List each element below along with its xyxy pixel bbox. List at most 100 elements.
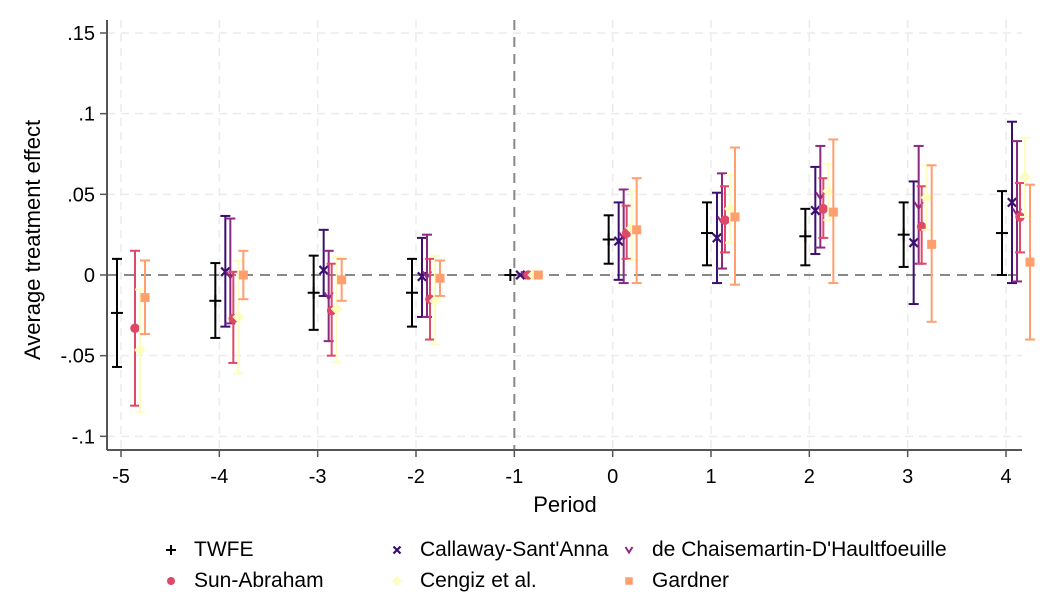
marker-stroke bbox=[318, 265, 329, 276]
y-axis-ticks: -.1 -.05 0 .05 .1 .15 bbox=[61, 23, 107, 448]
legend-label: de Chaisemartin-D'Haultfoeuille bbox=[652, 538, 947, 561]
marker-stroke bbox=[712, 232, 722, 243]
point-estimate bbox=[724, 202, 736, 215]
x-marker-icon bbox=[386, 539, 408, 561]
point-estimate bbox=[111, 306, 123, 319]
y-tick-label: .05 bbox=[67, 184, 95, 206]
point-estimate bbox=[140, 293, 150, 303]
point-estimate bbox=[613, 236, 624, 247]
point-estimate bbox=[134, 344, 146, 357]
legend-label: TWFE bbox=[194, 538, 254, 561]
point-estimate bbox=[818, 204, 829, 214]
y-tick-label: 0 bbox=[84, 265, 95, 287]
point-estimate bbox=[515, 270, 526, 280]
point-estimate bbox=[232, 310, 245, 323]
legend-item-gardner: Gardner bbox=[618, 569, 729, 593]
x-tick-label: -4 bbox=[210, 466, 228, 488]
marker-stroke bbox=[1007, 197, 1017, 208]
point-estimate bbox=[504, 269, 517, 281]
point-estimate bbox=[701, 227, 713, 240]
point-estimate bbox=[238, 270, 248, 280]
point-estimate bbox=[330, 302, 343, 315]
series-marks bbox=[111, 120, 1035, 414]
point-estimate bbox=[908, 237, 919, 248]
point-estimate bbox=[435, 273, 445, 283]
point-estimate bbox=[1007, 197, 1017, 208]
x-tick-label: 2 bbox=[804, 466, 815, 488]
axes bbox=[106, 20, 1022, 451]
legend-marker-shape bbox=[392, 545, 402, 555]
y-tick-label: .15 bbox=[67, 23, 95, 45]
legend-item-cengiz: Cengiz et al. bbox=[386, 569, 537, 593]
series-de-chaisemartin-d-haultfoeuille bbox=[225, 140, 1023, 343]
point-estimate bbox=[1019, 170, 1031, 183]
point-estimate bbox=[822, 185, 835, 198]
x-tick-label: 3 bbox=[902, 466, 913, 488]
point-estimate bbox=[632, 225, 642, 235]
point-estimate bbox=[130, 323, 140, 334]
legend-label: Gardner bbox=[652, 569, 730, 592]
legend-marker-shape bbox=[392, 576, 402, 586]
x-tick-label: 1 bbox=[705, 466, 716, 488]
legend-item-callaway-santanna: Callaway-Sant'Anna bbox=[386, 538, 608, 562]
diamond-marker-icon bbox=[386, 570, 408, 592]
x-tick-label: -1 bbox=[505, 466, 523, 488]
point-estimate bbox=[1025, 257, 1035, 267]
x-tick-label: -2 bbox=[407, 466, 425, 488]
legend-marker-shape bbox=[166, 545, 176, 555]
point-estimate bbox=[429, 294, 441, 307]
series-gardner bbox=[140, 138, 1035, 341]
y-tick-label: .1 bbox=[78, 104, 95, 126]
y-axis-title: Average treatment effect bbox=[20, 120, 45, 360]
square-marker-icon bbox=[618, 570, 640, 592]
legend-item-de-chaisemartin: de Chaisemartin-D'Haultfoeuille bbox=[618, 538, 947, 562]
legend-label: Cengiz et al. bbox=[420, 569, 537, 592]
legend-item-twfe: TWFE bbox=[160, 538, 253, 562]
point-estimate bbox=[730, 212, 740, 222]
x-axis-title: Period bbox=[533, 492, 597, 517]
point-estimate bbox=[828, 207, 838, 217]
marker-stroke bbox=[515, 270, 526, 280]
y-tick-label: -.05 bbox=[61, 346, 95, 368]
triangle-down-marker-icon bbox=[618, 539, 640, 561]
point-estimate bbox=[318, 265, 329, 276]
point-estimate bbox=[307, 286, 320, 299]
circle-marker-icon bbox=[160, 570, 182, 592]
marker-stroke bbox=[613, 236, 624, 247]
legend-item-sun-abraham: Sun-Abraham bbox=[160, 569, 324, 593]
marker-stroke bbox=[908, 237, 919, 248]
point-estimate bbox=[799, 230, 812, 243]
point-estimate bbox=[927, 239, 937, 249]
y-tick-label: -.1 bbox=[72, 426, 95, 448]
x-tick-label: 0 bbox=[607, 466, 618, 488]
legend-marker-shape bbox=[624, 546, 634, 555]
marker-stroke bbox=[810, 205, 821, 216]
point-estimate bbox=[920, 191, 933, 204]
series-twfe bbox=[111, 190, 1008, 368]
point-estimate bbox=[337, 275, 347, 285]
x-tick-label: -3 bbox=[309, 466, 327, 488]
legend-label: Sun-Abraham bbox=[194, 569, 324, 592]
legend: TWFE Callaway-Sant'Anna de Chaisemartin-… bbox=[160, 538, 1020, 608]
marker-stroke bbox=[220, 266, 231, 277]
point-estimate bbox=[602, 233, 615, 246]
legend-label: Callaway-Sant'Anna bbox=[420, 538, 609, 561]
point-estimate bbox=[897, 228, 910, 241]
series-callaway-sant-anna bbox=[220, 120, 1017, 328]
series-sun-abraham bbox=[130, 177, 1025, 407]
legend-marker-shape bbox=[625, 577, 633, 585]
series-cengiz-et-al- bbox=[134, 136, 1031, 414]
point-estimate bbox=[712, 232, 722, 243]
point-estimate bbox=[810, 205, 821, 216]
point-estimate bbox=[533, 270, 543, 280]
x-axis-ticks: -5 -4 -3 -2 -1 0 1 2 3 4 bbox=[112, 450, 1012, 488]
x-tick-label: -5 bbox=[112, 466, 130, 488]
point-estimate bbox=[720, 215, 730, 225]
reference-lines bbox=[107, 20, 1022, 450]
point-estimate bbox=[406, 286, 418, 299]
marker-stroke bbox=[392, 545, 402, 555]
x-tick-label: 4 bbox=[1000, 466, 1011, 488]
point-estimate bbox=[209, 294, 222, 307]
legend-marker-shape bbox=[167, 577, 175, 585]
